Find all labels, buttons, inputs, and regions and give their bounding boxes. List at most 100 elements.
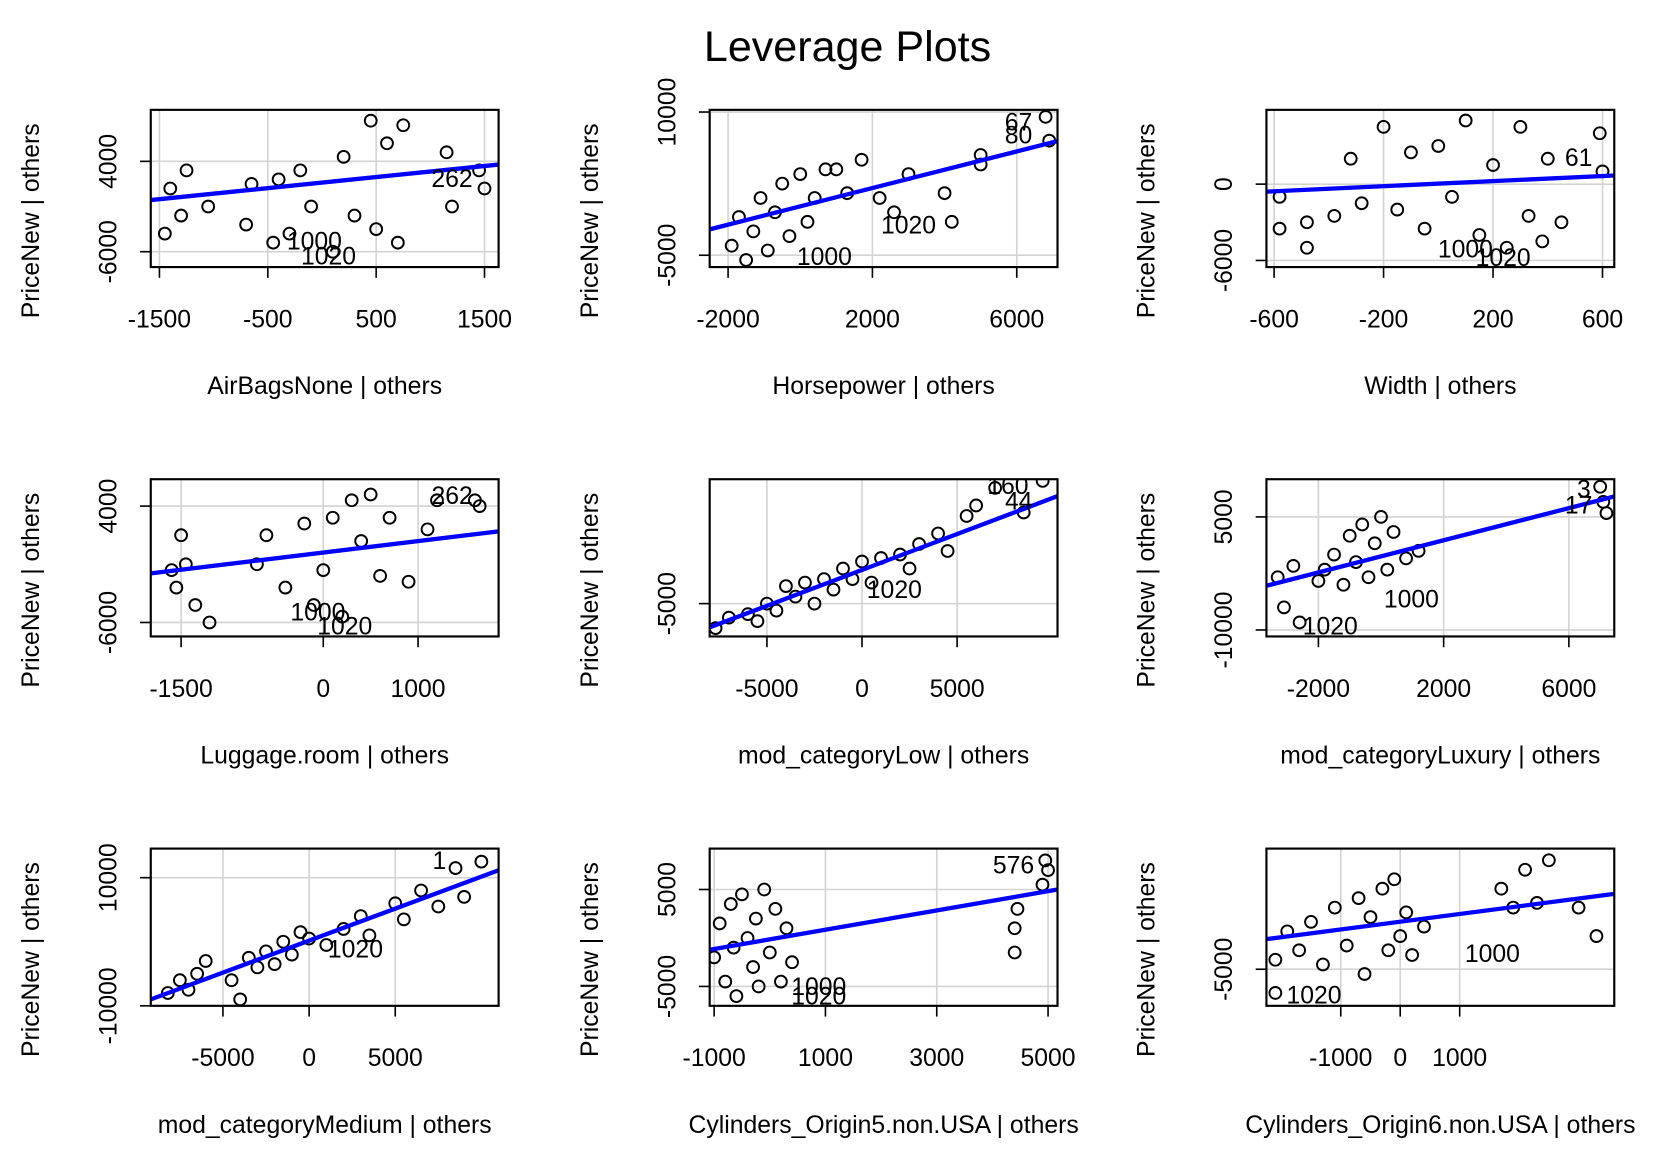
point [988,481,1003,495]
point [188,598,203,612]
point-label: 1020 [881,213,936,240]
fit-line [150,868,499,1002]
point [1311,574,1326,588]
point [1354,196,1369,211]
x-tick-label: 5000 [368,1045,423,1072]
x-tick-label: 5000 [930,676,985,703]
point [390,235,405,250]
point [864,575,879,590]
x-axis-label: Cylinders_Origin5.non.USA | others [688,1112,1078,1139]
point [735,887,749,902]
y-tick-label: -5000 [654,224,681,287]
point [969,498,984,513]
point-label: 1020 [1303,613,1358,640]
point [769,603,784,618]
point [1292,943,1307,958]
point [1272,221,1287,236]
y-tick-label: 4000 [95,479,122,534]
point-label: 1000 [1438,236,1493,263]
point [1038,853,1053,868]
point [1417,221,1432,236]
point [872,191,887,205]
point [335,609,350,624]
point [1007,945,1022,960]
point [1374,510,1388,524]
point [753,191,768,205]
y-axis-label: PriceNew | others [1134,862,1161,1057]
point [1592,126,1607,141]
y-tick-label: -5000 [654,572,681,635]
point-label: 1000 [797,244,852,271]
point [1599,506,1614,521]
fit-line [709,494,1058,630]
point-label: 1020 [301,244,356,271]
x-tick-label: 6000 [1541,676,1596,703]
point [940,544,955,558]
point [1363,910,1378,925]
y-axis-label: PriceNew | others [577,123,604,318]
x-axis-label: mod_categoryLuxury | others [1280,743,1600,770]
point [1431,139,1446,153]
point [1300,240,1314,255]
plot-area: 317 1000 1020 [1266,477,1615,640]
point [1381,943,1396,958]
point [1342,528,1357,543]
fit-line [150,529,499,576]
fit-line [1266,173,1615,194]
point [1007,921,1022,936]
point [779,579,793,593]
point [1535,234,1550,249]
point-label: 1020 [317,613,372,640]
panel: -1000 0 1000 -5000 1000 1020 Cylinders_Origin6… [1134,847,1635,1139]
plot-frame [708,847,1059,1007]
point [271,172,286,187]
point [807,596,822,611]
x-tick-label: -200 [1359,306,1409,333]
point [1571,900,1586,915]
x-tick-label: 0 [1393,1045,1407,1072]
point [382,510,397,525]
x-tick-label: -600 [1249,306,1299,333]
chart-title: Leverage Plots [704,23,991,71]
point [1327,547,1341,562]
plot-area: 1000 1020 [1266,853,1615,1006]
fit-line [1266,494,1615,588]
y-axis-label: PriceNew | others [18,493,45,688]
point [1404,145,1418,160]
y-tick-label: 4000 [95,134,122,189]
fit-line [709,138,1058,232]
point [712,916,727,931]
point [1472,228,1487,242]
point [396,118,411,133]
point [1486,158,1500,172]
point [937,186,952,201]
point [723,897,738,911]
x-tick-label: -1500 [149,676,212,703]
y-axis-label: PriceNew | others [18,123,45,318]
point [1387,872,1402,887]
point [336,149,351,164]
point-label: 1000 [1465,941,1520,968]
x-axis-label: Cylinders_Origin6.non.USA | others [1245,1112,1635,1139]
point [363,487,378,502]
point [448,861,463,875]
y-tick-label: 0 [1211,177,1238,191]
point [1035,479,1050,488]
point-label: 1020 [867,577,922,604]
point [1268,986,1283,1000]
point [1380,562,1395,577]
x-tick-label: -1500 [128,306,191,333]
x-tick-label: -5000 [191,1045,254,1072]
point [373,569,388,583]
point [1417,919,1431,934]
point [855,554,869,569]
point [709,621,723,636]
point [445,199,459,214]
y-tick-label: -5000 [654,955,681,1018]
point-label: 3 [1577,477,1591,504]
point [344,493,359,508]
panel: -5000 0 5000 -10000 10000 1 1020 mod_categoryMe… [18,843,500,1139]
point [793,167,808,181]
